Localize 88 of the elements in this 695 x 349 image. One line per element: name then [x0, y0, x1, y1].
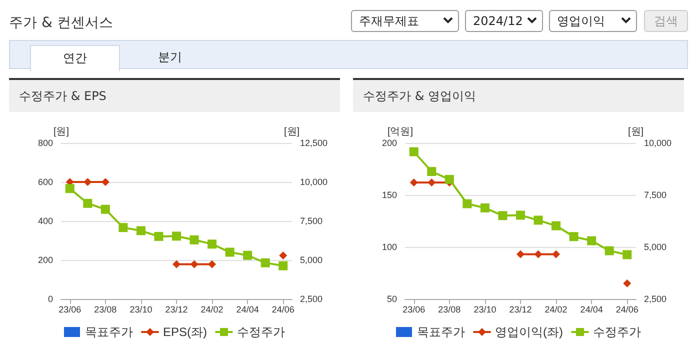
point — [208, 240, 217, 249]
point — [622, 250, 632, 260]
point — [623, 279, 632, 288]
y-tick-label: 400 — [38, 216, 53, 226]
legend-label: EPS(좌) — [163, 325, 208, 339]
x-tick-label: 24/06 — [616, 304, 638, 314]
point — [462, 199, 472, 208]
y-tick-label: 200 — [38, 255, 53, 265]
point — [516, 250, 524, 258]
point — [100, 204, 110, 214]
point — [410, 178, 418, 187]
point — [83, 198, 92, 208]
point — [409, 147, 418, 156]
y-tick-label: 0 — [48, 294, 53, 304]
y-tick-label: 50 — [386, 294, 397, 304]
text: 2024/12 — [473, 14, 523, 28]
y2-tick-label: 5,000 — [300, 255, 323, 265]
y-tick-label: 100 — [382, 242, 397, 252]
point — [136, 226, 146, 236]
point — [190, 260, 198, 268]
point — [534, 250, 542, 258]
point — [427, 166, 436, 176]
y2-tick-label: 2,500 — [300, 294, 323, 304]
legend-label: 목표주가 — [85, 325, 133, 339]
y2-tick-label: 10,000 — [644, 138, 672, 148]
text: 검색 — [644, 10, 688, 32]
y2-tick-label: 10,000 — [300, 177, 328, 187]
legend-label: 수정주가 — [592, 325, 641, 339]
text: 영업이익 — [557, 14, 605, 28]
x-tick-label: 23/08 — [438, 304, 461, 314]
legend-label: 수정주가 — [237, 325, 285, 339]
point — [65, 184, 74, 194]
point — [279, 252, 288, 260]
legend-label: 영업이익(좌) — [495, 325, 564, 339]
y2-tick-label: 7,500 — [300, 216, 323, 226]
point — [480, 203, 490, 212]
point — [604, 246, 614, 256]
y2-axis-title: [원] — [628, 126, 644, 138]
text: 분기 — [157, 49, 183, 66]
y-tick-label: 200 — [382, 138, 397, 148]
point — [552, 250, 560, 258]
point — [444, 174, 454, 184]
point — [154, 232, 164, 241]
chart-title: 수정주가 & EPS — [9, 80, 340, 112]
y2-axis-title: [원] — [284, 126, 300, 138]
point — [587, 236, 596, 246]
point — [428, 178, 436, 187]
x-tick-label: 23/06 — [402, 304, 426, 314]
point — [225, 248, 234, 257]
point — [516, 210, 525, 220]
text: 주재무제표 — [359, 14, 419, 28]
y-axis-title: [원] — [53, 126, 70, 138]
point — [278, 261, 288, 270]
point — [172, 232, 181, 241]
y-tick-label: 600 — [38, 177, 53, 187]
point — [498, 211, 508, 220]
y-tick-label: 800 — [38, 138, 53, 148]
point — [552, 221, 561, 230]
legend-label: 목표주가 — [417, 325, 466, 339]
text: 주가 & 컨센서스 — [9, 14, 113, 32]
y2-tick-label: 2,500 — [644, 294, 667, 304]
text: 연간 — [30, 45, 120, 71]
x-tick-label: 24/06 — [272, 304, 294, 314]
y-tick-label: 150 — [382, 190, 397, 200]
x-tick-label: 23/12 — [509, 304, 532, 314]
point — [534, 216, 543, 225]
y2-tick-label: 5,000 — [644, 242, 667, 252]
x-tick-label: 23/08 — [94, 304, 117, 314]
y2-tick-label: 12,500 — [300, 138, 328, 148]
x-tick-label: 24/04 — [580, 304, 603, 314]
point — [118, 223, 128, 232]
y2-tick-label: 7,500 — [644, 190, 667, 200]
y-axis-title: [억원] — [387, 126, 414, 138]
point — [208, 260, 216, 268]
x-tick-label: 23/06 — [58, 304, 82, 314]
x-tick-label: 23/10 — [474, 304, 496, 314]
x-tick-label: 23/10 — [130, 304, 152, 314]
point — [569, 232, 578, 242]
x-tick-label: 24/04 — [236, 304, 259, 314]
point — [260, 258, 270, 268]
point — [243, 250, 252, 260]
chart-title: 수정주가 & 영업이익 — [353, 80, 684, 112]
point — [172, 260, 180, 268]
x-tick-label: 23/12 — [165, 304, 188, 314]
point — [190, 235, 199, 244]
x-tick-label: 24/02 — [200, 304, 224, 314]
x-tick-label: 24/02 — [544, 304, 568, 314]
point — [84, 178, 92, 186]
